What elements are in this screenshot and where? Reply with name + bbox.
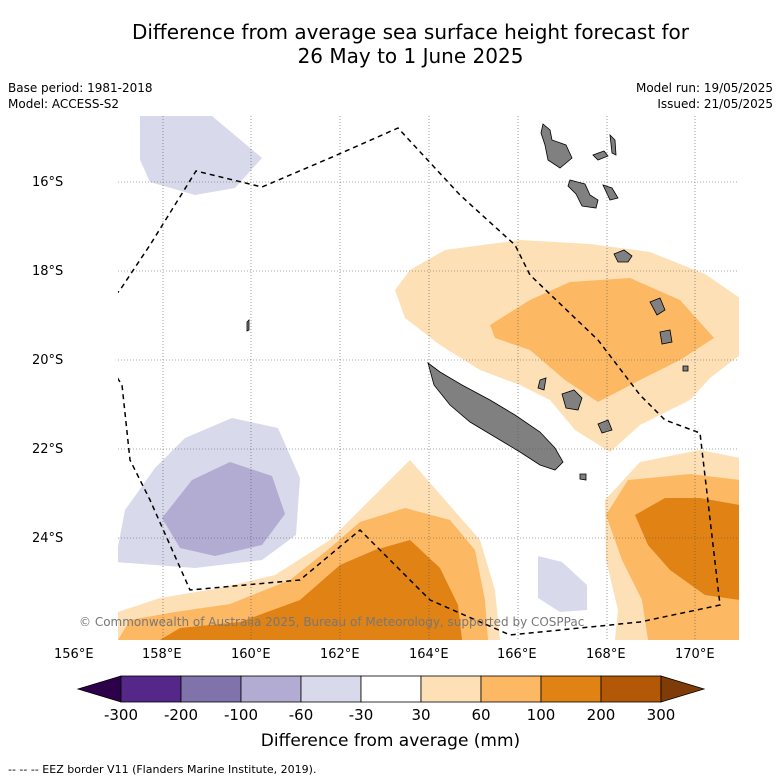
colorbar-bin-5 <box>360 675 422 703</box>
colorbar-bin-4 <box>300 675 362 703</box>
new-caledonia-land <box>427 361 564 471</box>
colorbar-bin-8 <box>540 675 602 703</box>
meta-right: Model run: 19/05/2025 Issued: 21/05/2025 <box>636 80 773 112</box>
colorbar-bin-2 <box>180 675 242 703</box>
model-name: Model: ACCESS-S2 <box>8 97 120 111</box>
contour-neg-60-south <box>538 556 587 612</box>
east-island-3 <box>682 365 689 372</box>
eez-border <box>118 127 721 636</box>
vanuatu-island-3 <box>609 133 617 156</box>
meta-left: Base period: 1981-2018 Model: ACCESS-S2 <box>8 80 153 112</box>
contour-neg-60-north <box>140 116 262 195</box>
vanuatu-island-2 <box>592 150 609 161</box>
colorbar-tick: 200 <box>586 706 616 724</box>
loyalty-island-mare <box>597 419 613 434</box>
model-run: Model run: 19/05/2025 <box>635 81 773 95</box>
colorbar-tick: 60 <box>471 706 491 724</box>
vanuatu-island-4 <box>567 179 599 209</box>
lon-label-170e: 170°E <box>675 647 715 662</box>
colorbar-tick: 30 <box>411 706 431 724</box>
colorbar-tick: 300 <box>646 706 676 724</box>
colorbar-tick: -200 <box>163 706 199 724</box>
colorbar-tick: 100 <box>526 706 556 724</box>
east-island-1 <box>649 297 666 316</box>
contour-pos-100-southeast <box>635 498 739 600</box>
matthew-hunter-island <box>579 473 587 481</box>
title-line-1: Difference from average sea surface heig… <box>131 20 690 44</box>
title-line-2: 26 May to 1 June 2025 <box>297 44 524 68</box>
copyright-notice: © Commonwealth of Australia 2025, Bureau… <box>79 615 585 629</box>
lat-label-22s: 22°S <box>32 442 64 457</box>
lon-label-160e: 160°E <box>231 647 271 662</box>
colorbar-tick: -300 <box>103 706 139 724</box>
colorbar-bin-6 <box>420 675 482 703</box>
lon-label-162e: 162°E <box>320 647 360 662</box>
eez-legend-note: -- -- -- EEZ border V11 (Flanders Marine… <box>8 763 317 776</box>
contour-pos-100-southwest <box>160 540 462 640</box>
colorbar-extend-low <box>76 675 122 703</box>
colorbar-bin-7 <box>480 675 542 703</box>
colorbar-bin-9 <box>600 675 662 703</box>
lon-label-168e: 168°E <box>586 647 626 662</box>
vanuatu-island-1 <box>540 123 573 169</box>
lat-label-16s: 16°S <box>32 175 64 190</box>
loyalty-island-lifou <box>561 389 583 411</box>
lat-label-20s: 20°S <box>32 353 64 368</box>
colorbar-bin-1 <box>120 675 182 703</box>
colorbar-tick: -30 <box>348 706 374 724</box>
lon-label-166e: 166°E <box>497 647 537 662</box>
colorbar <box>76 675 706 703</box>
vanuatu-island-5 <box>602 184 619 201</box>
map-title: Difference from average sea surface heig… <box>0 20 781 68</box>
colorbar-bin-3 <box>240 675 302 703</box>
lon-label-164e: 164°E <box>409 647 449 662</box>
contour-neg-100-west <box>162 462 285 556</box>
gridlines <box>118 116 739 640</box>
colorbar-extend-high <box>660 675 706 703</box>
vanuatu-island-6 <box>613 249 633 263</box>
colorbar-tick: -100 <box>223 706 259 724</box>
anomaly-contours <box>118 116 739 640</box>
lon-label-156e: 156°E <box>54 647 94 662</box>
chesterfield-island <box>246 319 250 332</box>
base-period: Base period: 1981-2018 <box>8 81 153 95</box>
east-island-2 <box>659 329 673 345</box>
lon-label-158e: 158°E <box>142 647 182 662</box>
lat-label-24s: 24°S <box>32 531 64 546</box>
colorbar-tick: -60 <box>288 706 314 724</box>
loyalty-island-ouvea <box>537 377 547 391</box>
issued-date: Issued: 21/05/2025 <box>657 97 773 111</box>
lat-label-18s: 18°S <box>32 264 64 279</box>
colorbar-title: Difference from average (mm) <box>260 731 521 751</box>
